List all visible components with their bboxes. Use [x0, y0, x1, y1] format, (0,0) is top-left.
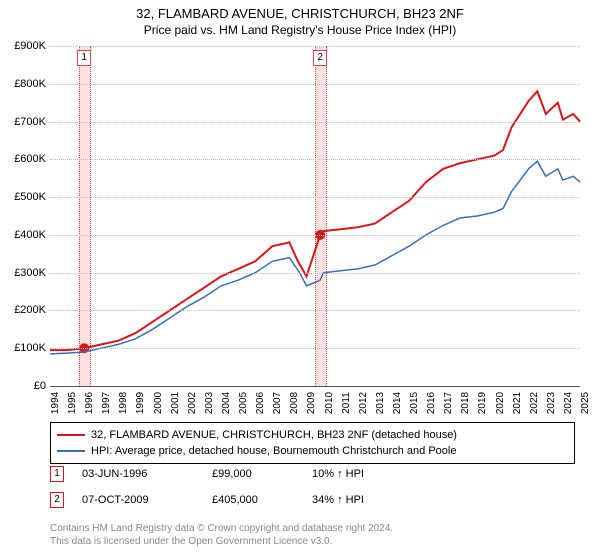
grid-line	[50, 84, 580, 85]
y-axis-tick: £200K	[6, 304, 46, 316]
x-axis-tick: 1999	[135, 392, 146, 414]
x-axis-tick: 2014	[392, 392, 403, 414]
footer-line-1: Contains HM Land Registry data © Crown c…	[50, 522, 393, 535]
sale-row-1: 1 03-JUN-1996 £99,000 10% ↑ HPI	[50, 466, 580, 482]
x-axis-tick: 2025	[580, 392, 591, 414]
x-axis-tick: 2020	[495, 392, 506, 414]
grid-line	[50, 122, 580, 123]
grid-line	[50, 46, 580, 47]
y-axis-tick: £900K	[6, 40, 46, 52]
x-axis-tick: 2010	[324, 392, 335, 414]
sale-date-2: 07-OCT-2009	[82, 494, 212, 506]
x-axis-tick: 1994	[50, 392, 61, 414]
x-axis-tick: 2022	[529, 392, 540, 414]
page-container: 32, FLAMBARD AVENUE, CHRISTCHURCH, BH23 …	[0, 0, 600, 560]
x-axis-tick: 2011	[341, 392, 352, 414]
legend-row-hpi: HPI: Average price, detached house, Bour…	[57, 443, 568, 459]
sale-marker-2: 2	[50, 492, 64, 508]
x-axis-tick: 2019	[477, 392, 488, 414]
sale-row-2: 2 07-OCT-2009 £405,000 34% ↑ HPI	[50, 492, 580, 508]
x-axis-tick: 2001	[170, 392, 181, 414]
y-axis-tick: £400K	[6, 229, 46, 241]
sale-price-1: £99,000	[212, 468, 312, 480]
x-axis-tick: 2021	[512, 392, 523, 414]
x-axis-tick: 2002	[187, 392, 198, 414]
y-axis-tick: £800K	[6, 78, 46, 90]
title-main: 32, FLAMBARD AVENUE, CHRISTCHURCH, BH23 …	[0, 6, 600, 21]
x-axis-tick: 2008	[289, 392, 300, 414]
grid-line	[50, 310, 580, 311]
sale-price-2: £405,000	[212, 494, 312, 506]
series-line-hpi	[50, 161, 580, 354]
chart-svg	[50, 46, 580, 386]
footer-line-2: This data is licensed under the Open Gov…	[50, 535, 393, 548]
x-axis-tick: 2015	[409, 392, 420, 414]
x-axis-tick: 2018	[460, 392, 471, 414]
x-axis-tick: 2016	[426, 392, 437, 414]
x-axis-tick: 2023	[546, 392, 557, 414]
grid-line	[50, 235, 580, 236]
grid-line	[50, 348, 580, 349]
x-axis-tick: 2009	[306, 392, 317, 414]
x-axis-tick: 2017	[443, 392, 454, 414]
x-axis-tick: 1996	[84, 392, 95, 414]
x-axis-tick: 1995	[67, 392, 78, 414]
legend-label-property: 32, FLAMBARD AVENUE, CHRISTCHURCH, BH23 …	[91, 429, 457, 441]
x-axis-tick: 2013	[375, 392, 386, 414]
title-block: 32, FLAMBARD AVENUE, CHRISTCHURCH, BH23 …	[0, 0, 600, 37]
band-marker: 1	[77, 50, 91, 66]
legend-swatch-property	[57, 434, 85, 436]
grid-line	[50, 197, 580, 198]
legend-swatch-hpi	[57, 450, 85, 452]
sale-date-1: 03-JUN-1996	[82, 468, 212, 480]
y-axis-tick: £500K	[6, 191, 46, 203]
x-axis-tick: 2007	[272, 392, 283, 414]
x-axis-tick: 2005	[238, 392, 249, 414]
y-axis-tick: £600K	[6, 153, 46, 165]
y-axis-tick: £0	[6, 380, 46, 392]
footer-attribution: Contains HM Land Registry data © Crown c…	[50, 522, 393, 548]
grid-line	[50, 159, 580, 160]
sale-marker-1: 1	[50, 466, 64, 482]
x-axis-tick: 2012	[358, 392, 369, 414]
x-axis-tick: 1998	[118, 392, 129, 414]
band-marker: 2	[313, 50, 327, 66]
title-sub: Price paid vs. HM Land Registry's House …	[0, 23, 600, 37]
x-axis-tick: 2024	[563, 392, 574, 414]
y-axis-tick: £100K	[6, 342, 46, 354]
legend-box: 32, FLAMBARD AVENUE, CHRISTCHURCH, BH23 …	[50, 422, 575, 464]
x-axis-tick: 2004	[221, 392, 232, 414]
legend-row-property: 32, FLAMBARD AVENUE, CHRISTCHURCH, BH23 …	[57, 427, 568, 443]
x-axis-tick: 1997	[101, 392, 112, 414]
x-axis-tick: 2003	[204, 392, 215, 414]
sale-hpi-delta-2: 34% ↑ HPI	[312, 494, 364, 506]
chart-plot-area: £0£100K£200K£300K£400K£500K£600K£700K£80…	[50, 46, 580, 387]
grid-line	[50, 273, 580, 274]
y-axis-tick: £700K	[6, 116, 46, 128]
x-axis-tick: 2000	[153, 392, 164, 414]
legend-label-hpi: HPI: Average price, detached house, Bour…	[91, 445, 456, 457]
x-axis-tick: 2006	[255, 392, 266, 414]
sale-hpi-delta-1: 10% ↑ HPI	[312, 468, 364, 480]
y-axis-tick: £300K	[6, 267, 46, 279]
